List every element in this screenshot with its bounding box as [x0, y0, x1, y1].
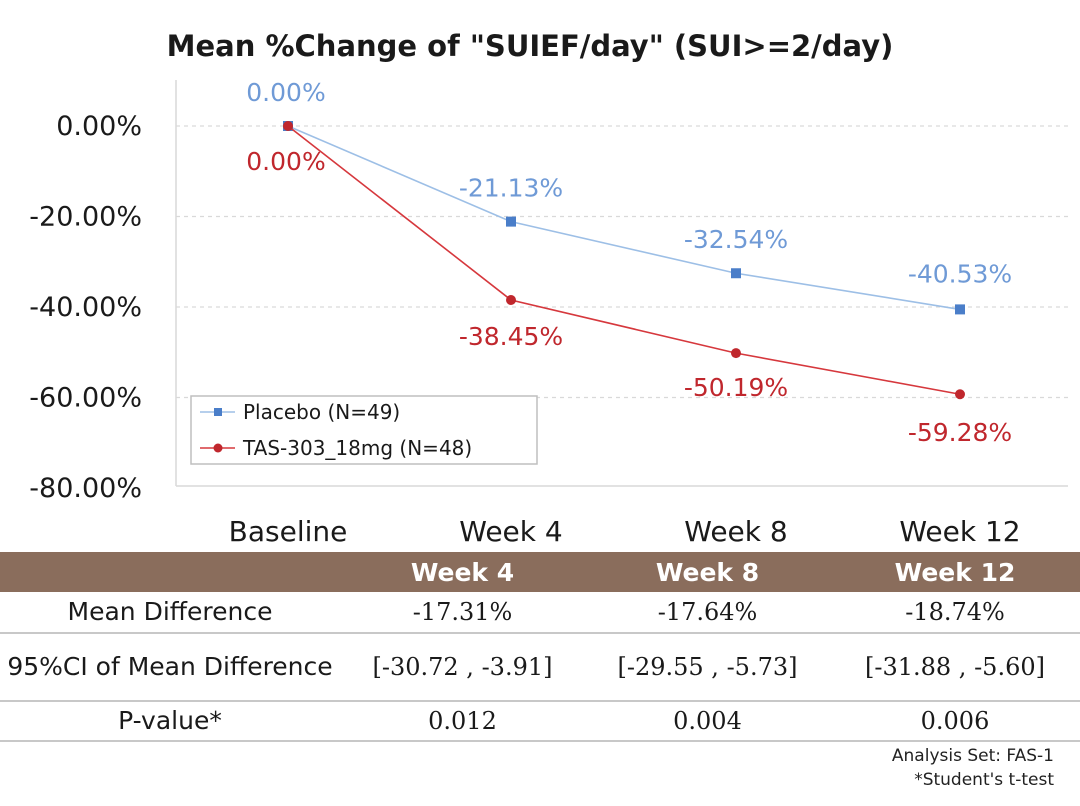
table-cell: 0.012	[340, 701, 585, 742]
table-cell: -17.64%	[585, 592, 830, 634]
header-week12: Week 12	[830, 552, 1080, 592]
legend-marker-placebo	[214, 408, 222, 416]
table-row: 95%CI of Mean Difference [-30.72 , -3.91…	[0, 633, 1080, 702]
data-point-tas303	[731, 348, 741, 359]
series-layer: 0.00% -21.13% -32.54% -40.53% 0.00% -38.45% -5…	[246, 78, 1012, 447]
t-test-note: *Student's t-test	[914, 770, 1054, 790]
legend-label-placebo: Placebo (N=49)	[243, 400, 400, 424]
analysis-set-note: Analysis Set: FAS-1	[891, 746, 1054, 766]
table-cell: 0.004	[585, 701, 830, 742]
data-point-placebo	[506, 216, 516, 227]
data-label: 0.00%	[246, 78, 325, 107]
axes: 0.00% -20.00% -40.00% -60.00% -80.00% Baselin…	[29, 80, 1068, 548]
header-week4: Week 4	[340, 552, 585, 592]
y-tick-label: -80.00%	[29, 473, 142, 504]
stats-table: Week 4 Week 8 Week 12 Mean Difference -1…	[0, 552, 1080, 742]
data-point-tas303	[283, 121, 293, 131]
data-label: -59.28%	[908, 418, 1012, 447]
data-point-placebo	[731, 268, 741, 279]
table-cell: [-30.72 , -3.91]	[340, 633, 585, 702]
legend-box	[190, 395, 538, 465]
row-label-mean-difference: Mean Difference	[0, 592, 340, 634]
legend-marker-tas303	[213, 443, 223, 453]
data-label: -21.13%	[459, 174, 563, 203]
data-point-tas303	[506, 294, 516, 305]
legend: Placebo (N=49) TAS-303_18mg (N=48)	[190, 395, 538, 465]
y-tick-label: -40.00%	[29, 292, 142, 323]
data-point-tas303	[955, 389, 965, 400]
header-week8: Week 8	[585, 552, 830, 592]
data-label: 0.00%	[246, 147, 325, 176]
data-label: -32.54%	[684, 225, 788, 254]
legend-label-tas303: TAS-303_18mg (N=48)	[242, 436, 472, 460]
table-row: Mean Difference -17.31% -17.64% -18.74%	[0, 592, 1080, 634]
header-empty	[0, 552, 340, 592]
chart-title: Mean %Change of "SUIEF/day" (SUI>=2/day)	[167, 29, 894, 63]
table-cell: -17.31%	[340, 592, 585, 634]
x-tick-label: Week 4	[459, 515, 562, 548]
x-tick-label: Baseline	[229, 515, 348, 548]
series-line-placebo	[287, 125, 961, 311]
table-cell: -18.74%	[830, 592, 1080, 634]
series-line-tas303	[287, 125, 961, 396]
y-tick-label: 0.00%	[56, 111, 142, 142]
line-chart: Mean %Change of "SUIEF/day" (SUI>=2/day)…	[29, 29, 1068, 548]
row-label-95ci: 95%CI of Mean Difference	[0, 633, 340, 702]
data-label: -38.45%	[459, 322, 563, 351]
x-tick-label: Week 12	[899, 515, 1020, 548]
data-point-placebo	[955, 304, 965, 315]
x-tick-label: Week 8	[684, 515, 787, 548]
table-cell: [-29.55 , -5.73]	[585, 633, 830, 702]
table-cell: [-31.88 , -5.60]	[830, 633, 1080, 702]
table-cell: 0.006	[830, 701, 1080, 742]
data-label: -50.19%	[684, 373, 788, 402]
row-label-p-value: P-value*	[0, 701, 340, 742]
y-tick-label: -60.00%	[29, 383, 142, 414]
table-row: P-value* 0.012 0.004 0.006	[0, 701, 1080, 742]
stats-header-row: Week 4 Week 8 Week 12	[0, 552, 1080, 592]
y-tick-label: -20.00%	[29, 202, 142, 233]
data-label: -40.53%	[908, 259, 1012, 288]
